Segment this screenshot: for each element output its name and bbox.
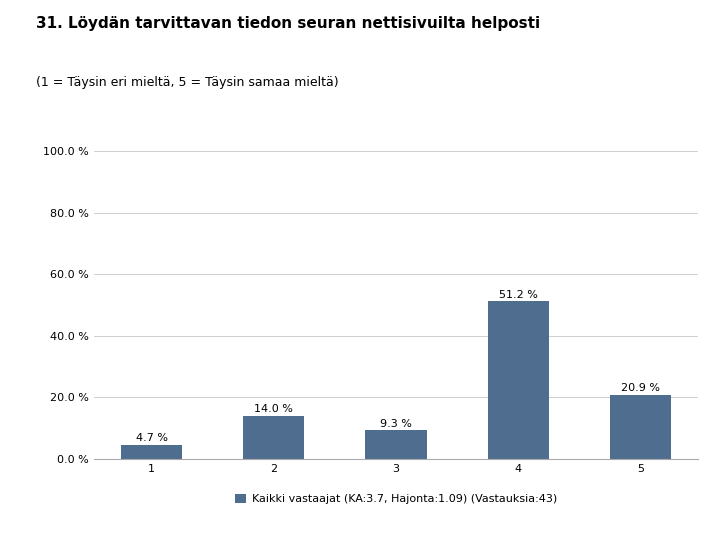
Text: 31. Löydän tarvittavan tiedon seuran nettisivuilta helposti: 31. Löydän tarvittavan tiedon seuran net…: [36, 16, 540, 31]
Bar: [487, 301, 549, 459]
Legend: Kaikki vastaajat (KA:3.7, Hajonta:1.09) (Vastauksia:43): Kaikki vastaajat (KA:3.7, Hajonta:1.09) …: [230, 490, 562, 509]
Text: (1 = Täysin eri mieltä, 5 = Täysin samaa mieltä): (1 = Täysin eri mieltä, 5 = Täysin samaa…: [36, 76, 338, 89]
Text: 4.7 %: 4.7 %: [135, 433, 168, 443]
Text: 14.0 %: 14.0 %: [254, 404, 293, 414]
Text: 9.3 %: 9.3 %: [380, 418, 412, 429]
Bar: [610, 395, 671, 459]
Text: 20.9 %: 20.9 %: [621, 383, 660, 393]
Bar: [243, 416, 305, 459]
Bar: [121, 444, 182, 459]
Text: 51.2 %: 51.2 %: [499, 289, 538, 300]
Bar: [366, 430, 426, 459]
